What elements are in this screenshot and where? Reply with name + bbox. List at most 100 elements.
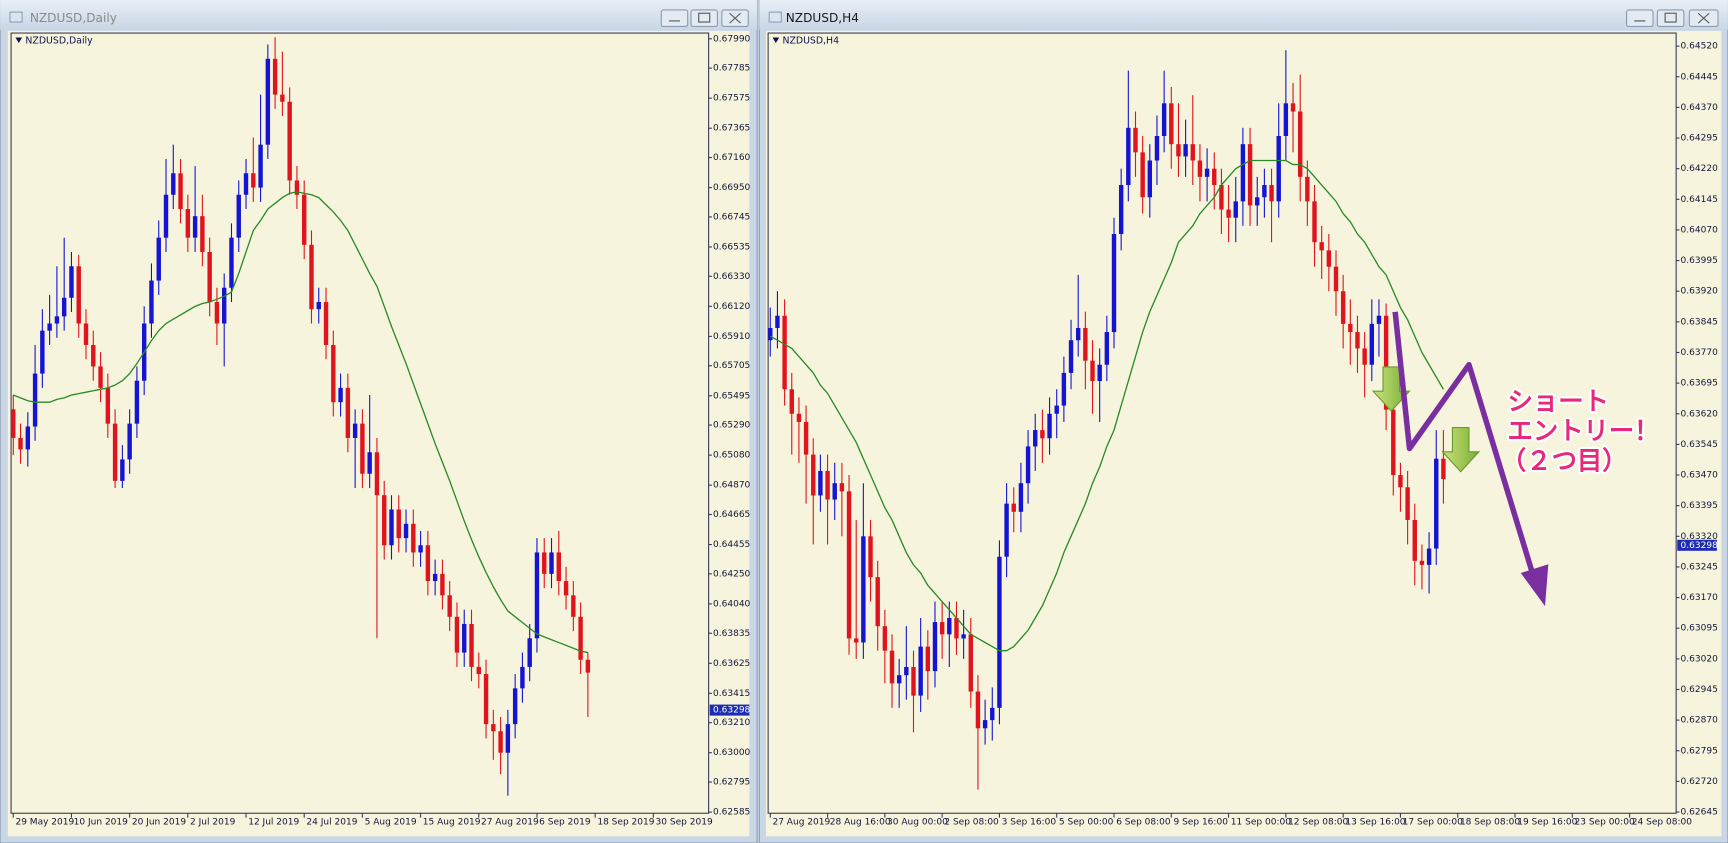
x-tick-label: 11 Sep 00:00: [1231, 818, 1291, 828]
y-tick-label: 0.63170: [1681, 593, 1719, 603]
candle-body: [939, 622, 945, 635]
candle-body: [571, 595, 576, 617]
menu-triangle: [15, 37, 23, 43]
candle-body: [1319, 242, 1324, 251]
y-tick-label: 0.64370: [1681, 103, 1719, 113]
minimize-button[interactable]: [660, 9, 689, 27]
y-tick-label: 0.67990: [713, 34, 751, 44]
candle-body: [839, 483, 845, 492]
candle-body: [40, 330, 45, 374]
y-tick-label: 0.63695: [1681, 379, 1718, 389]
y-tick-label: 0.67365: [713, 124, 750, 134]
candle-body: [911, 667, 916, 696]
candle-body: [542, 552, 547, 574]
candle-body: [1161, 103, 1167, 136]
y-tick-label: 0.63210: [713, 718, 751, 728]
candle-body: [178, 173, 183, 210]
candle-body: [1075, 327, 1081, 341]
y-tick-label: 0.63395: [1681, 501, 1718, 511]
candle-body: [1369, 323, 1375, 365]
candle-body: [1305, 176, 1310, 202]
candle-body: [889, 650, 895, 684]
candle-body: [491, 724, 496, 732]
candle-body: [432, 573, 438, 582]
candle-body: [243, 173, 249, 195]
x-tick-label: 29 May 2019: [15, 818, 74, 828]
x-tick-label: 20 Jun 2019: [132, 818, 186, 828]
candle-body: [309, 244, 314, 310]
candle-body: [875, 577, 880, 627]
candle-body: [1140, 152, 1145, 198]
y-tick-label: 0.63020: [1681, 654, 1719, 664]
candle-body: [1398, 475, 1403, 488]
candle-body: [1383, 315, 1389, 410]
drawing-overlay: ショート エントリー！ （２つ目）: [1371, 311, 1662, 607]
candle-body: [374, 452, 380, 496]
y-tick-label: 0.65910: [713, 332, 751, 342]
candle-body: [1376, 315, 1382, 324]
y-tick-label: 0.63845: [1681, 317, 1718, 327]
x-tick-label: 6 Sep 2019: [539, 818, 591, 828]
y-tick-label: 0.67160: [713, 153, 751, 163]
candle-body: [1312, 201, 1317, 243]
candle-body: [932, 622, 938, 672]
candle-body: [975, 691, 981, 729]
candle-body: [1047, 413, 1052, 439]
candle-body: [1391, 409, 1396, 476]
x-tick-label: 17 Sep 00:00: [1403, 818, 1463, 828]
candle-body: [1176, 144, 1181, 157]
window-title: NZDUSD,Daily: [30, 11, 117, 25]
y-tick-label: 0.65705: [713, 361, 750, 371]
candle-body: [54, 316, 60, 324]
y-tick-label: 0.66745: [713, 212, 750, 222]
trend-arrow: [1392, 311, 1538, 583]
y-tick-label: 0.62795: [713, 778, 750, 788]
button-glyph: [1664, 12, 1677, 23]
candle-body: [563, 581, 569, 596]
candle-body: [1004, 503, 1009, 557]
annotation: ショート: [1508, 386, 1609, 416]
candle-body: [360, 423, 365, 474]
candle-body: [382, 495, 387, 546]
current-price-label: 0.63298: [713, 706, 751, 716]
candle-body: [331, 344, 336, 403]
candle-body: [11, 409, 16, 438]
candle-body: [272, 58, 278, 95]
candle-body: [61, 297, 67, 317]
y-tick-label: 0.63835: [713, 629, 750, 639]
y-tick-label: 0.63320: [1681, 532, 1719, 542]
title-bar: [0, 0, 758, 30]
candle-body: [425, 545, 431, 582]
candle-body: [904, 667, 909, 676]
candle-body: [549, 552, 554, 574]
candle-body: [578, 616, 583, 660]
minimize-button[interactable]: [1626, 9, 1654, 27]
candle-body: [1290, 103, 1296, 112]
chart-label: NZDUSD,Daily: [25, 35, 93, 46]
candle-body: [403, 523, 409, 539]
restore-button[interactable]: [1656, 9, 1685, 27]
candle-body: [1154, 135, 1160, 161]
candle-body: [918, 646, 923, 696]
restore-button[interactable]: [690, 9, 718, 27]
candle-body: [454, 616, 460, 653]
y-tick-label: 0.62720: [1681, 777, 1719, 787]
y-tick-label: 0.64145: [1681, 195, 1718, 205]
x-tick-label: 9 Sep 16:00: [1173, 818, 1228, 828]
y-tick-label: 0.63770: [1681, 348, 1719, 358]
y-tick-label: 0.62795: [1681, 746, 1718, 756]
candle-body: [861, 536, 866, 643]
y-tick-label: 0.63000: [713, 748, 751, 758]
y-tick-label: 0.65495: [713, 391, 750, 401]
plot-frame: [767, 32, 1677, 814]
candle-body: [221, 287, 227, 324]
candle-body: [1040, 430, 1045, 439]
candle-body: [954, 617, 959, 639]
y-tick-label: 0.64250: [713, 569, 751, 579]
candle-body: [483, 674, 489, 725]
candle-body: [112, 423, 118, 481]
chart-label: NZDUSD,H4: [782, 35, 839, 46]
candle-body: [832, 483, 837, 500]
candle-body: [69, 266, 74, 298]
